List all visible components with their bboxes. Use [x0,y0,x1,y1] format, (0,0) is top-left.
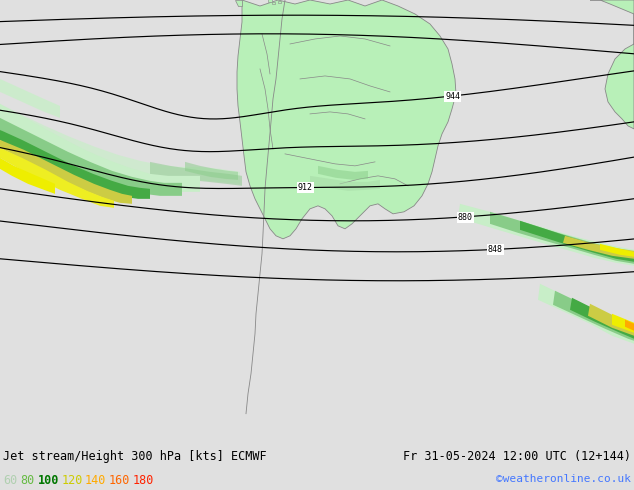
Polygon shape [0,158,55,194]
Polygon shape [600,0,634,14]
Polygon shape [0,104,200,192]
Text: 848: 848 [488,245,503,254]
Polygon shape [600,244,634,257]
Text: 80: 80 [20,474,35,487]
Text: 880: 880 [458,213,473,222]
Polygon shape [0,148,114,208]
Polygon shape [268,0,272,2]
Polygon shape [458,204,634,266]
Polygon shape [588,304,634,336]
Text: Jet stream/Height 300 hPa [kts] ECMWF: Jet stream/Height 300 hPa [kts] ECMWF [3,450,267,463]
Text: 944: 944 [445,92,460,101]
Polygon shape [0,118,182,196]
Polygon shape [237,0,456,239]
Polygon shape [553,291,634,341]
Text: 120: 120 [61,474,83,487]
Text: 100: 100 [38,474,59,487]
Polygon shape [563,236,634,259]
Polygon shape [272,2,275,4]
Polygon shape [0,0,634,434]
Polygon shape [570,298,634,339]
Polygon shape [590,0,634,129]
Text: Fr 31-05-2024 12:00 UTC (12+144): Fr 31-05-2024 12:00 UTC (12+144) [403,450,631,463]
Polygon shape [625,320,634,331]
Polygon shape [235,0,242,6]
Text: 180: 180 [133,474,153,487]
Text: 140: 140 [85,474,107,487]
Polygon shape [520,221,634,262]
Polygon shape [185,162,238,180]
Text: ©weatheronline.co.uk: ©weatheronline.co.uk [496,474,631,484]
Polygon shape [490,212,634,264]
Polygon shape [278,1,281,3]
Text: 60: 60 [3,474,17,487]
Text: 912: 912 [298,183,313,192]
Polygon shape [0,79,60,118]
Polygon shape [0,130,150,199]
Polygon shape [612,314,634,333]
Polygon shape [538,284,634,343]
Polygon shape [0,140,132,204]
Polygon shape [150,162,242,186]
Polygon shape [0,104,240,184]
Text: 160: 160 [108,474,130,487]
Polygon shape [310,176,380,191]
Polygon shape [318,166,368,180]
